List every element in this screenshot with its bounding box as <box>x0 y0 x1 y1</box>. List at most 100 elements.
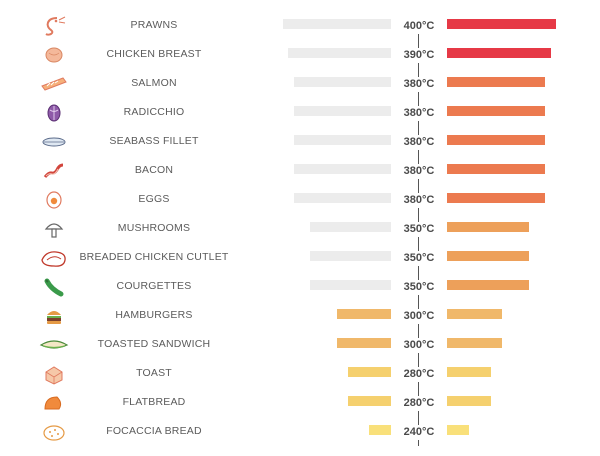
bar-right <box>447 222 529 232</box>
axis-tick <box>418 208 419 214</box>
seabass-fillet-icon <box>37 130 71 154</box>
chart-row: BREADED CHICKEN CUTLET 350°C <box>0 243 600 272</box>
chart-row: FLATBREAD 280°C <box>0 388 600 417</box>
chart-row: EGGS 380°C <box>0 185 600 214</box>
bar-left <box>337 309 391 319</box>
bar-left <box>293 164 391 174</box>
axis-tick <box>418 353 419 359</box>
focaccia-icon <box>37 420 71 444</box>
toast-icon <box>37 362 71 386</box>
bar-right <box>447 338 502 348</box>
category-label: COURGETTES <box>116 280 192 292</box>
axis-tick <box>418 121 419 127</box>
breaded-cutlet-icon <box>37 246 71 270</box>
axis-tick <box>418 150 419 156</box>
bar-right <box>447 77 546 87</box>
chart-row: SALMON 380°C <box>0 69 600 98</box>
egg-icon <box>37 188 71 212</box>
axis-tick <box>418 243 419 251</box>
value-label: 300°C <box>403 310 435 322</box>
value-label: 380°C <box>403 107 435 119</box>
axis-tick <box>418 359 419 367</box>
axis-tick <box>418 324 419 330</box>
category-label: MUSHROOMS <box>117 222 191 234</box>
bar-right <box>447 48 551 58</box>
category-label: TOAST <box>136 367 172 379</box>
bar-right <box>447 280 529 290</box>
hamburger-icon <box>37 304 71 328</box>
value-label: 380°C <box>403 78 435 90</box>
bar-left <box>288 48 391 58</box>
axis-tick <box>418 295 419 301</box>
chart-row: SEABASS FILLET 380°C <box>0 127 600 156</box>
chart-row: PRAWNS 400°C <box>0 11 600 40</box>
axis-tick <box>418 301 419 309</box>
salmon-icon <box>37 72 71 96</box>
bar-left <box>347 396 391 406</box>
courgette-icon <box>37 275 71 299</box>
axis-tick <box>418 417 419 425</box>
axis-tick <box>418 440 419 446</box>
value-label: 280°C <box>403 368 435 380</box>
axis-tick <box>418 266 419 272</box>
bar-left <box>369 425 391 435</box>
chart-row: COURGETTES 350°C <box>0 272 600 301</box>
chart-row: HAMBURGERS 300°C <box>0 301 600 330</box>
category-label: FOCACCIA BREAD <box>106 425 202 437</box>
axis-tick <box>418 127 419 135</box>
category-label: BREADED CHICKEN CUTLET <box>79 251 229 263</box>
category-label: RADICCHIO <box>123 106 185 118</box>
bar-right <box>447 251 529 261</box>
bar-left <box>293 77 391 87</box>
bar-left <box>310 280 391 290</box>
chart-row: TOASTED SANDWICH 300°C <box>0 330 600 359</box>
value-label: 280°C <box>403 397 435 409</box>
axis-tick <box>418 63 419 69</box>
bacon-icon <box>37 159 71 183</box>
category-label: SALMON <box>131 77 177 89</box>
bar-right <box>447 193 546 203</box>
chicken-breast-icon <box>37 43 71 67</box>
category-label: PRAWNS <box>130 19 178 31</box>
axis-tick <box>418 40 419 48</box>
axis-tick <box>418 185 419 193</box>
axis-tick <box>418 214 419 222</box>
bar-right <box>447 309 502 319</box>
value-label: 380°C <box>403 194 435 206</box>
category-label: SEABASS FILLET <box>109 135 199 147</box>
prawn-icon <box>37 14 71 38</box>
bar-right <box>447 367 491 377</box>
flatbread-icon <box>37 391 71 415</box>
bar-left <box>293 135 391 145</box>
axis-tick <box>418 272 419 280</box>
value-label: 400°C <box>403 20 435 32</box>
category-label: FLATBREAD <box>122 396 186 408</box>
category-label: BACON <box>134 164 174 176</box>
bar-left <box>293 193 391 203</box>
axis-tick <box>418 411 419 417</box>
value-label: 300°C <box>403 339 435 351</box>
bar-right <box>447 164 546 174</box>
value-label: 380°C <box>403 165 435 177</box>
axis-tick <box>418 237 419 243</box>
value-label: 390°C <box>403 49 435 61</box>
chart-row: BACON 380°C <box>0 156 600 185</box>
axis-tick <box>418 330 419 338</box>
toasted-sandwich-icon <box>37 333 71 357</box>
axis-tick <box>418 92 419 98</box>
category-label: HAMBURGERS <box>115 309 193 321</box>
chart-row: CHICKEN BREAST 390°C <box>0 40 600 69</box>
axis-tick <box>418 179 419 185</box>
chart-row: TOAST 280°C <box>0 359 600 388</box>
bar-right <box>447 106 546 116</box>
axis-tick <box>418 69 419 77</box>
category-label: TOASTED SANDWICH <box>97 338 211 350</box>
radicchio-icon <box>37 101 71 125</box>
value-label: 380°C <box>403 136 435 148</box>
axis-tick <box>418 382 419 388</box>
bar-left <box>347 367 391 377</box>
axis-tick <box>418 388 419 396</box>
chart-row: MUSHROOMS 350°C <box>0 214 600 243</box>
category-label: EGGS <box>138 193 170 205</box>
